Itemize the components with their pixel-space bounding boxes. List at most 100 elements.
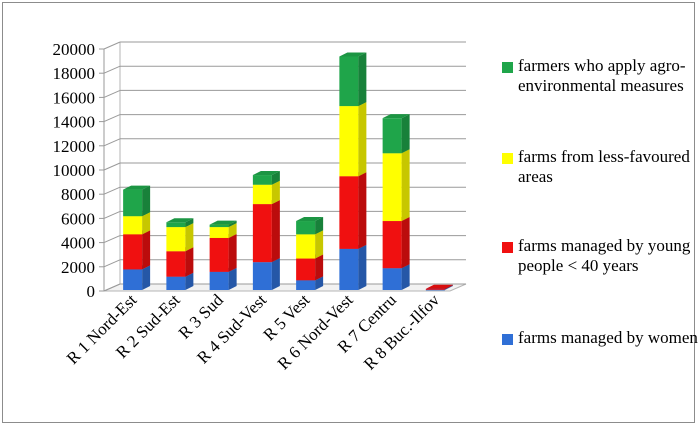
y-tick-label: 10000	[53, 161, 96, 180]
bar-segment-front	[296, 280, 316, 290]
y-tick-label: 0	[87, 282, 96, 301]
bar-segment-top	[166, 218, 194, 223]
bar-segment-front	[123, 234, 143, 270]
bar-segment-front	[382, 153, 402, 222]
bar-segment-side	[358, 244, 367, 290]
bar-segment-top	[296, 217, 324, 222]
bar-segment-front	[166, 251, 186, 277]
legend-swatch	[502, 242, 513, 253]
bar-segment-side	[185, 223, 194, 252]
bar-segment-side	[142, 212, 151, 235]
gridline-depth	[103, 283, 121, 292]
bar-segment-side	[315, 276, 324, 290]
bar-segment-front	[166, 227, 186, 252]
legend-swatch	[502, 62, 513, 73]
bar-segment-front	[382, 268, 402, 290]
gridline-depth	[103, 89, 121, 98]
bar-segment-side	[271, 171, 280, 185]
bar-segment-side	[142, 230, 151, 270]
y-tick-label: 4000	[61, 234, 95, 253]
legend-label: farms managed by young people < 40 years	[518, 236, 691, 275]
bar-segment-side	[358, 52, 367, 107]
bar-segment-top	[123, 185, 151, 190]
bar-segment-side	[315, 254, 324, 281]
legend-swatch	[502, 153, 513, 164]
bar-segment-side	[185, 247, 194, 277]
bar-segment-side	[401, 217, 410, 269]
chart-floor	[103, 283, 467, 292]
bar-segment-front	[339, 176, 359, 249]
bar-segment-side	[401, 264, 410, 290]
bar-segment-front	[425, 289, 445, 291]
bar-segment-front	[252, 262, 272, 290]
bar-segment-front	[166, 222, 186, 228]
bar-segment-front	[252, 204, 272, 263]
bar-segment-front	[339, 248, 359, 290]
gridline-depth	[103, 114, 121, 123]
y-tick-label: 2000	[61, 258, 95, 277]
bar-segment-front	[425, 288, 445, 290]
bar-segment-side	[228, 233, 237, 272]
gridline-depth	[103, 259, 121, 268]
bar-segment-front	[382, 118, 402, 154]
gridline-depth	[103, 235, 121, 244]
bar-segment-side	[185, 218, 194, 228]
bar-segment-front	[209, 227, 229, 238]
bar-segment-side	[185, 272, 194, 290]
bar-segment-front	[123, 216, 143, 235]
bar-segment-side	[315, 230, 324, 259]
bar-segment-front	[209, 237, 229, 272]
bar-segment-side	[142, 265, 151, 290]
bar-segment-top	[425, 284, 453, 289]
bar-segment-front	[339, 56, 359, 107]
bar-segment-front	[209, 224, 229, 228]
bar-segment-side	[444, 284, 453, 290]
bar-segment-front	[123, 189, 143, 217]
legend-label: farms managed by women	[518, 328, 698, 347]
bar-segment-front	[166, 276, 186, 290]
bar-segment-side	[271, 258, 280, 290]
legend-swatch	[502, 334, 513, 345]
y-tick-label: 20000	[53, 40, 96, 59]
x-tick-label: R 8 Buc.-Ilfov	[360, 290, 444, 374]
bar-segment-top	[252, 171, 280, 176]
bar-segment-top	[382, 114, 410, 119]
bar-segment-front	[296, 221, 316, 235]
y-tick-label: 16000	[53, 88, 96, 107]
bar-segment-side	[271, 200, 280, 263]
bar-segment-top	[339, 52, 367, 57]
bar-segment-side	[358, 172, 367, 249]
bar-segment-side	[401, 114, 410, 154]
gridline-depth	[103, 162, 121, 171]
bar-segment-front	[339, 106, 359, 177]
bar-segment-front	[296, 234, 316, 259]
bar-segment-front	[382, 221, 402, 269]
bar-segment-side	[228, 220, 237, 228]
bar-segment-side	[401, 149, 410, 222]
bar-segment-front	[209, 271, 229, 290]
bar-segment-side	[315, 217, 324, 235]
y-tick-label: 18000	[53, 64, 96, 83]
gridline-depth	[103, 138, 121, 147]
gridline-depth	[103, 186, 121, 195]
y-tick-label: 6000	[61, 209, 95, 228]
bar-segment-side	[358, 102, 367, 177]
legend-label: farmers who apply agro-environmental mea…	[518, 56, 686, 95]
gridline-depth	[103, 210, 121, 219]
bar-segment-side	[228, 223, 237, 238]
bar-segment-top	[209, 220, 237, 225]
bar-segment-front	[252, 184, 272, 205]
gridline-depth	[103, 41, 121, 50]
bar-segment-side	[142, 185, 151, 217]
bar-segment-side	[228, 267, 237, 290]
bar-segment-side	[271, 180, 280, 205]
gridline-depth	[103, 65, 121, 74]
y-tick-label: 14000	[53, 113, 96, 132]
y-tick-label: 8000	[61, 185, 95, 204]
bar-segment-front	[296, 258, 316, 281]
bar-segment-front	[123, 269, 143, 290]
legend-label: farms from less-favoured areas	[518, 147, 690, 186]
bar-segment-side	[444, 285, 453, 290]
bar-segment-front	[252, 175, 272, 185]
